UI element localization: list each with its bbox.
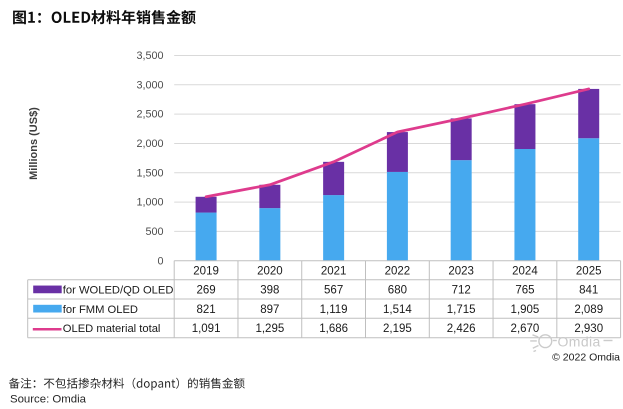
svg-text:2,670: 2,670 <box>511 323 540 335</box>
svg-text:2024: 2024 <box>512 265 538 277</box>
svg-text:2,195: 2,195 <box>383 323 412 335</box>
svg-text:1,686: 1,686 <box>319 323 348 335</box>
svg-text:2020: 2020 <box>257 265 283 277</box>
svg-text:2,930: 2,930 <box>574 323 603 335</box>
svg-text:765: 765 <box>515 285 534 297</box>
svg-text:680: 680 <box>388 285 407 297</box>
svg-text:0: 0 <box>157 255 163 267</box>
svg-text:Omdia: Omdia <box>558 333 601 349</box>
svg-text:1,295: 1,295 <box>255 323 284 335</box>
svg-text:1,091: 1,091 <box>192 323 221 335</box>
svg-text:398: 398 <box>260 285 279 297</box>
svg-text:Millions (US$): Millions (US$) <box>28 107 40 180</box>
svg-text:2023: 2023 <box>448 265 474 277</box>
svg-text:2021: 2021 <box>321 265 347 277</box>
svg-text:567: 567 <box>324 285 343 297</box>
svg-text:1,514: 1,514 <box>383 304 412 316</box>
svg-text:1,715: 1,715 <box>447 304 476 316</box>
svg-text:2022: 2022 <box>385 265 411 277</box>
svg-text:© 2022 Omdia: © 2022 Omdia <box>552 351 620 363</box>
svg-text:2,000: 2,000 <box>136 138 163 150</box>
svg-text:1,119: 1,119 <box>320 304 348 316</box>
svg-text:for FMM OLED: for FMM OLED <box>63 304 138 316</box>
svg-text:1,500: 1,500 <box>136 167 163 179</box>
svg-text:2025: 2025 <box>576 265 602 277</box>
svg-text:897: 897 <box>260 304 279 316</box>
svg-text:500: 500 <box>145 226 163 238</box>
svg-text:1,000: 1,000 <box>136 197 163 209</box>
svg-text:3,000: 3,000 <box>136 79 163 91</box>
svg-text:3,500: 3,500 <box>136 50 163 62</box>
svg-text:OLED material total: OLED material total <box>63 323 161 335</box>
svg-text:1,905: 1,905 <box>511 304 540 316</box>
svg-text:2,089: 2,089 <box>574 304 603 316</box>
svg-text:269: 269 <box>196 285 215 297</box>
svg-text:2019: 2019 <box>193 265 219 277</box>
svg-text:841: 841 <box>579 285 598 297</box>
svg-text:2,500: 2,500 <box>136 109 163 121</box>
svg-text:821: 821 <box>196 304 215 316</box>
svg-text:Source: Omdia: Source: Omdia <box>10 394 87 406</box>
svg-text:712: 712 <box>452 285 471 297</box>
svg-text:2,426: 2,426 <box>447 323 476 335</box>
svg-text:for WOLED/QD OLED: for WOLED/QD OLED <box>63 285 174 297</box>
